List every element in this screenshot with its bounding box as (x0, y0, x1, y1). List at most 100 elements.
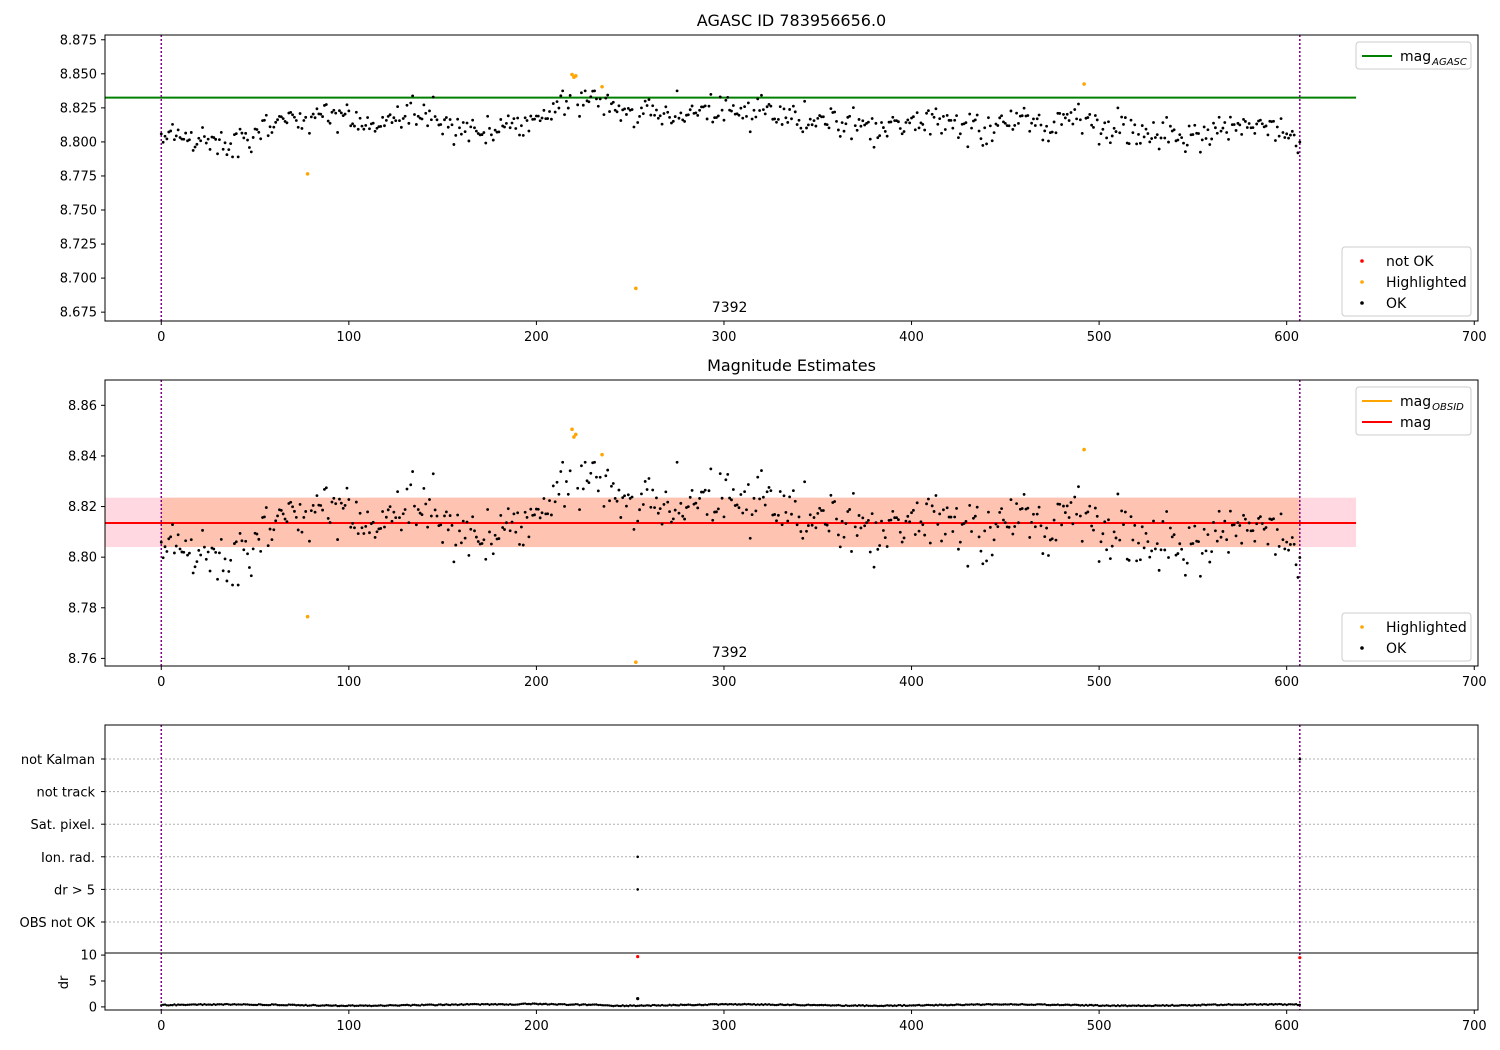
dr-point (1268, 1003, 1271, 1006)
ok-point (1277, 544, 1281, 548)
ok-point (765, 105, 769, 109)
ok-point (675, 89, 679, 93)
dr-point (216, 1003, 219, 1006)
ok-point (643, 99, 647, 103)
ok-point (469, 527, 473, 531)
ok-point (182, 137, 186, 141)
ok-point (1264, 526, 1268, 529)
ok-point (645, 104, 649, 107)
ok-point (565, 99, 568, 103)
dr-point (229, 1003, 232, 1006)
dr-point (432, 1003, 435, 1007)
ok-point (223, 141, 227, 145)
dr-point (818, 1003, 821, 1007)
ok-point (214, 550, 218, 554)
dr-point (467, 1003, 471, 1006)
ok-point (653, 113, 656, 117)
dr-point (1189, 1004, 1193, 1007)
ok-point (1153, 136, 1157, 139)
ok-point (835, 517, 838, 521)
ok-point (1030, 520, 1033, 524)
ok-point (371, 121, 375, 125)
dr-point (964, 1003, 968, 1006)
ok-point (204, 557, 208, 561)
ok-point (1138, 141, 1142, 145)
y-tick-label: 0 (89, 1000, 97, 1015)
ok-point (163, 545, 167, 549)
dr-point (850, 1004, 853, 1007)
dr-point (555, 1003, 559, 1006)
dr-point (296, 1003, 300, 1007)
ok-point (576, 103, 580, 107)
ok-point (934, 107, 938, 111)
ok-point (1182, 141, 1185, 145)
ok-point (1197, 132, 1200, 135)
dr-point (912, 1004, 915, 1007)
dr-point (630, 1004, 634, 1007)
dr-point (1126, 1004, 1129, 1008)
dr-point (790, 1003, 793, 1007)
ok-point (493, 533, 497, 537)
ok-point (595, 475, 598, 479)
ok-point (1138, 558, 1142, 562)
ok-point (756, 97, 760, 101)
dr-point (797, 1003, 801, 1007)
dr-point (420, 1003, 424, 1006)
ok-point (309, 115, 313, 119)
ok-point (776, 117, 780, 121)
ok-point (912, 508, 915, 512)
dr-point (463, 1003, 467, 1006)
dr-point (1026, 1003, 1030, 1007)
dr-point (1157, 1004, 1161, 1007)
ok-point (216, 577, 219, 581)
ok-point (942, 508, 945, 512)
dr-point (1084, 1003, 1088, 1007)
dr-point (512, 1003, 516, 1006)
ok-point (497, 537, 501, 540)
plot-area (105, 725, 1478, 953)
dr-point (803, 1004, 806, 1007)
ok-point (328, 121, 332, 125)
ok-point (444, 116, 448, 119)
dr-point (1223, 1003, 1226, 1006)
dr-point (197, 1003, 200, 1006)
ok-point (589, 471, 593, 475)
dr-point (827, 1004, 831, 1007)
dr-point (349, 1004, 352, 1007)
dr-point (527, 1002, 531, 1006)
ok-point (1037, 505, 1041, 509)
ok-point (176, 128, 180, 132)
dr-point (653, 1003, 656, 1007)
dr-point (1217, 1003, 1221, 1007)
dr-point (458, 1003, 461, 1006)
ok-point (760, 93, 763, 97)
ok-point (561, 460, 565, 464)
dr-point (726, 1003, 729, 1006)
dr-point (711, 1003, 714, 1006)
ok-point (559, 470, 563, 473)
dr-point (957, 1003, 960, 1006)
dr-point (910, 1004, 913, 1007)
ok-point (790, 117, 793, 121)
x-tick-label: 600 (1274, 330, 1299, 345)
dr-point (368, 1004, 371, 1007)
ok-point (748, 536, 752, 540)
ok-point (566, 106, 570, 110)
ok-point (658, 114, 662, 118)
legend-dot-swatch (1360, 259, 1364, 263)
x-tick-label: 400 (899, 1019, 924, 1034)
ok-point (293, 509, 296, 513)
ok-point (1080, 539, 1084, 543)
ok-point (398, 516, 401, 520)
dr-point (477, 1003, 480, 1006)
ok-point (233, 542, 236, 545)
ok-point (895, 516, 898, 520)
ok-point (737, 113, 741, 117)
ok-point (203, 545, 206, 549)
ok-point (1290, 536, 1294, 539)
ok-point (1251, 126, 1255, 130)
dr-point (685, 1003, 688, 1007)
ok-point (1112, 530, 1116, 534)
dr-point (621, 1004, 624, 1007)
